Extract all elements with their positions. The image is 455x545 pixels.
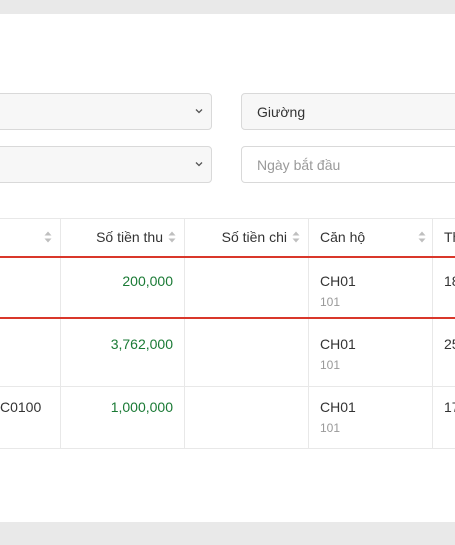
start-date-input[interactable]: Ngày bắt đầu <box>241 146 455 183</box>
apartment: CH01 <box>320 399 356 415</box>
column-border <box>432 218 433 448</box>
column-header[interactable]: Th <box>444 229 455 245</box>
column-header[interactable]: Căn hộ <box>320 229 366 245</box>
column-header[interactable]: Số tiền thu <box>96 229 163 245</box>
bed-input[interactable]: Giường <box>241 93 455 130</box>
selected-row-border <box>0 317 455 319</box>
next-column-value: 18 <box>444 273 455 289</box>
selected-row-border <box>0 256 455 258</box>
income: 1,000,000 <box>110 399 173 415</box>
chevron <box>195 162 203 167</box>
next-column-value: 25 <box>444 336 455 352</box>
sort-icon[interactable] <box>168 231 176 243</box>
column-border <box>308 218 309 448</box>
bed-value: Giường <box>257 104 306 120</box>
unit: 101 <box>320 421 341 435</box>
apartment: CH01 <box>320 273 356 289</box>
start-date-placeholder: Ngày bắt đầu <box>257 157 341 173</box>
unit: 101 <box>320 358 341 372</box>
code: C0100 <box>0 399 42 415</box>
table-border <box>0 218 455 219</box>
select-filter[interactable] <box>0 146 212 183</box>
sort-icon[interactable] <box>418 231 426 243</box>
column-border <box>60 218 61 448</box>
sort-icon[interactable] <box>292 231 300 243</box>
column-header[interactable]: Số tiền chi <box>221 229 287 245</box>
apartment: CH01 <box>320 336 356 352</box>
select-filter[interactable] <box>0 93 212 130</box>
next-column-value: 17 <box>444 399 455 415</box>
panel: Giường Ngày bắt đầu Số tiền thu Số tiền c… <box>0 14 455 522</box>
row-border <box>0 448 455 449</box>
sort-icon[interactable] <box>44 231 52 243</box>
income: 200,000 <box>122 273 173 289</box>
column-border <box>184 218 185 448</box>
chevron <box>195 109 203 114</box>
row-border <box>0 386 455 387</box>
income: 3,762,000 <box>110 336 173 352</box>
unit: 101 <box>320 295 341 309</box>
